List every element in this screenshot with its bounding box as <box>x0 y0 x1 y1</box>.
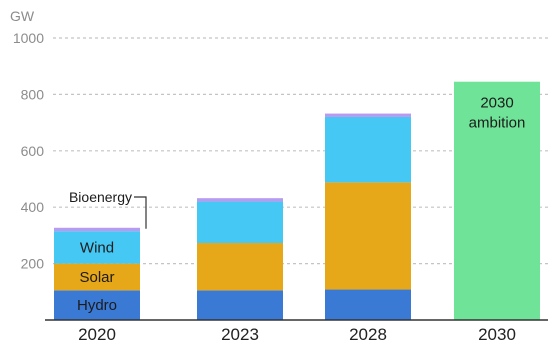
bar-wind-2028 <box>325 116 411 183</box>
label-hydro: Hydro <box>77 297 117 314</box>
bar-bioenergy-2023 <box>197 198 283 202</box>
x-tick-label-2023: 2023 <box>221 325 259 344</box>
x-tick-label-2028: 2028 <box>349 325 387 344</box>
segment-labels: Hydro Solar Wind Bioenergy 2030 ambition <box>69 95 525 314</box>
bar-solar-2023 <box>197 243 283 291</box>
bar-solar-2028 <box>325 182 411 290</box>
bioenergy-leader-line <box>134 196 147 229</box>
y-tick-label-800: 800 <box>21 86 45 102</box>
x-tick-label-2020: 2020 <box>78 325 116 344</box>
bar-bioenergy-2028 <box>325 113 411 117</box>
bar-wind-2020 <box>54 231 140 264</box>
label-wind: Wind <box>80 239 114 256</box>
gridlines <box>53 37 548 265</box>
bar-hydro-2020 <box>54 290 140 320</box>
label-ambition-line-1: 2030 <box>480 95 513 112</box>
bar-bioenergy-2020 <box>54 227 140 232</box>
y-tick-labels: 200 400 600 800 1000 <box>13 30 44 272</box>
bar-2030-ambition-2030 <box>454 81 540 321</box>
label-ambition-line-2: ambition <box>469 115 526 132</box>
bar-hydro-2028 <box>325 289 411 320</box>
label-bioenergy: Bioenergy <box>69 189 132 205</box>
y-tick-label-1000: 1000 <box>13 30 44 46</box>
bar-solar-2020 <box>54 263 140 291</box>
y-tick-label-600: 600 <box>21 143 45 159</box>
y-tick-label-400: 400 <box>21 199 45 215</box>
y-unit-label: GW <box>10 8 35 24</box>
x-tick-label-2030: 2030 <box>478 325 516 344</box>
bar-hydro-2023 <box>197 290 283 320</box>
bar-wind-2023 <box>197 201 283 244</box>
bars <box>54 81 540 321</box>
y-tick-label-200: 200 <box>21 256 45 272</box>
x-tick-labels: 2020 2023 2028 2030 <box>78 325 516 344</box>
label-solar: Solar <box>79 269 114 286</box>
